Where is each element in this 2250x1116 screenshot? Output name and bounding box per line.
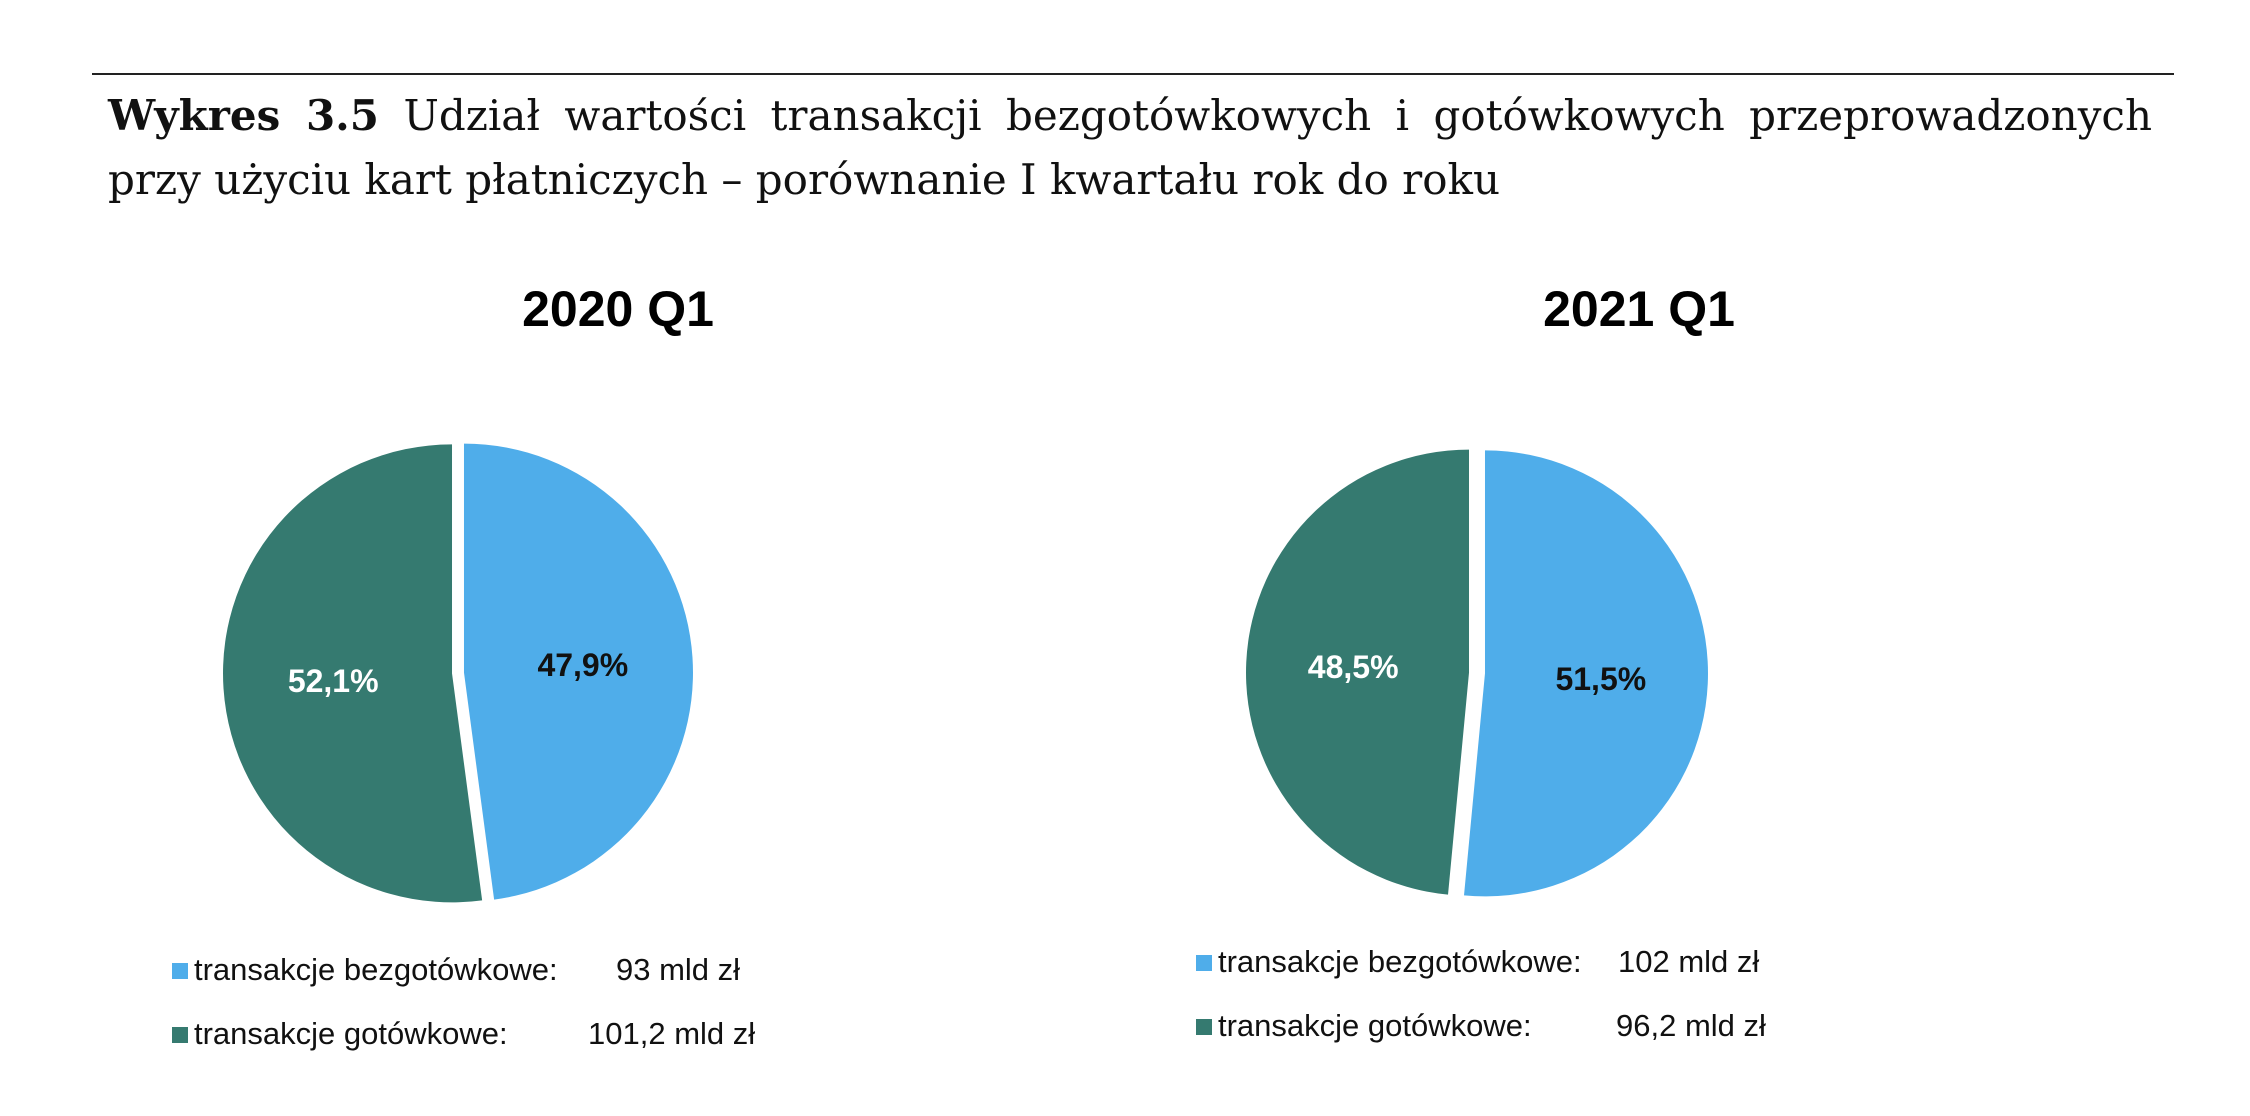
pie-slice-bezgotowkowe <box>1464 450 1708 897</box>
data-label-gotowkowe: 52,1% <box>288 663 379 699</box>
top-rule <box>92 73 2174 75</box>
pie-slice-gotowkowe <box>223 444 483 903</box>
legend-swatch-gotowkowe <box>172 1027 188 1043</box>
caption-label: Wykres 3.5 <box>108 91 380 140</box>
data-label-gotowkowe: 48,5% <box>1308 649 1399 685</box>
legend-swatch-bezgotowkowe <box>1196 955 1212 971</box>
legend-label: transakcje gotówkowe: <box>194 1016 508 1051</box>
legend-swatch-bezgotowkowe <box>172 963 188 979</box>
legend-swatch-gotowkowe <box>1196 1019 1212 1035</box>
legend-value: 96,2 mld zł <box>1616 1008 1766 1043</box>
legend-label: transakcje bezgotówkowe: <box>1218 944 1582 979</box>
data-label-bezgotowkowe: 51,5% <box>1555 661 1646 697</box>
pie-slice-bezgotowkowe <box>463 443 693 900</box>
data-label-bezgotowkowe: 47,9% <box>537 647 628 683</box>
pie-slice-gotowkowe <box>1246 449 1470 895</box>
legend-value: 101,2 mld zł <box>588 1016 756 1051</box>
chart-title-2020: 2020 Q1 <box>522 281 714 337</box>
figure-caption: Wykres 3.5 Udział wartości transakcji be… <box>108 84 2152 212</box>
legend-value: 93 mld zł <box>616 952 741 987</box>
legend-value: 102 mld zł <box>1618 944 1760 979</box>
caption-text: Udział wartości transakcji bezgotówkowyc… <box>108 91 2153 204</box>
legend-label: transakcje bezgotówkowe: <box>194 952 558 987</box>
chart-title-2021: 2021 Q1 <box>1543 281 1735 337</box>
legend-label: transakcje gotówkowe: <box>1218 1008 1532 1043</box>
